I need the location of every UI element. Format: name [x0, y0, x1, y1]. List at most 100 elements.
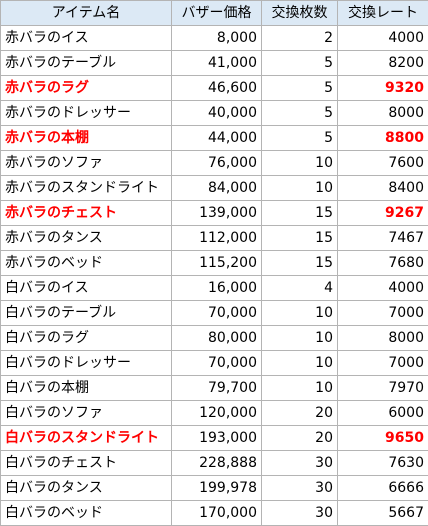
item-name-cell: 白バラのイス	[0, 275, 172, 301]
item-name-cell: 白バラのドレッサー	[0, 350, 172, 376]
item-name-cell: 白バラのタンス	[0, 475, 172, 501]
table-row: 白バラのタンス 199,978 30 6666	[0, 475, 428, 501]
rate-cell: 9267	[337, 200, 428, 226]
count-cell: 5	[261, 50, 338, 76]
count-cell: 4	[261, 275, 338, 301]
price-cell: 80,000	[171, 325, 262, 351]
count-cell: 5	[261, 125, 338, 151]
item-name-cell: 白バラのスタンドライト	[0, 425, 172, 451]
item-name-cell: 赤バラのタンス	[0, 225, 172, 251]
table-row: 赤バラのイス 8,000 2 4000	[0, 25, 428, 51]
header-item-name: アイテム名	[0, 0, 172, 26]
count-cell: 2	[261, 25, 338, 51]
table-header: アイテム名 バザー価格 交換枚数 交換レート	[0, 0, 428, 26]
price-cell: 139,000	[171, 200, 262, 226]
rate-cell: 6000	[337, 400, 428, 426]
count-cell: 30	[261, 475, 338, 501]
price-cell: 228,888	[171, 450, 262, 476]
price-cell: 8,000	[171, 25, 262, 51]
price-cell: 46,600	[171, 75, 262, 101]
count-cell: 5	[261, 100, 338, 126]
price-cell: 120,000	[171, 400, 262, 426]
item-name-cell: 白バラのテーブル	[0, 300, 172, 326]
price-cell: 193,000	[171, 425, 262, 451]
price-cell: 41,000	[171, 50, 262, 76]
price-cell: 112,000	[171, 225, 262, 251]
count-cell: 10	[261, 325, 338, 351]
rate-cell: 7630	[337, 450, 428, 476]
table-row: 白バラのソファ 120,000 20 6000	[0, 400, 428, 426]
item-name-cell: 赤バラのベッド	[0, 250, 172, 276]
table-row: 白バラのチェスト 228,888 30 7630	[0, 450, 428, 476]
item-name-cell: 赤バラのスタンドライト	[0, 175, 172, 201]
count-cell: 30	[261, 450, 338, 476]
rate-cell: 8800	[337, 125, 428, 151]
table-row: 白バラのラグ 80,000 10 8000	[0, 325, 428, 351]
table-row: 赤バラのチェスト 139,000 15 9267	[0, 200, 428, 226]
count-cell: 15	[261, 250, 338, 276]
item-name-cell: 白バラのラグ	[0, 325, 172, 351]
table-row: 赤バラの本棚 44,000 5 8800	[0, 125, 428, 151]
price-cell: 70,000	[171, 350, 262, 376]
table-body: 赤バラのイス 8,000 2 4000 赤バラのテーブル 41,000 5 8200 赤バラのラ…	[0, 25, 428, 526]
table-row: 赤バラのソファ 76,000 10 7600	[0, 150, 428, 176]
table-row: 赤バラのベッド 115,200 15 7680	[0, 250, 428, 276]
rate-cell: 8200	[337, 50, 428, 76]
table-row: 白バラのテーブル 70,000 10 7000	[0, 300, 428, 326]
rate-cell: 8400	[337, 175, 428, 201]
item-name-cell: 赤バラの本棚	[0, 125, 172, 151]
count-cell: 15	[261, 200, 338, 226]
count-cell: 20	[261, 400, 338, 426]
table-row: 赤バラのドレッサー 40,000 5 8000	[0, 100, 428, 126]
rate-cell: 9320	[337, 75, 428, 101]
item-name-cell: 赤バラのドレッサー	[0, 100, 172, 126]
rate-cell: 7000	[337, 300, 428, 326]
item-name-cell: 白バラのベッド	[0, 500, 172, 526]
table-row: 赤バラのスタンドライト 84,000 10 8400	[0, 175, 428, 201]
price-cell: 199,978	[171, 475, 262, 501]
rate-cell: 7467	[337, 225, 428, 251]
item-name-cell: 赤バラのソファ	[0, 150, 172, 176]
rate-cell: 7600	[337, 150, 428, 176]
rate-cell: 8000	[337, 100, 428, 126]
count-cell: 10	[261, 375, 338, 401]
table-row: 白バラのイス 16,000 4 4000	[0, 275, 428, 301]
header-exchange-rate: 交換レート	[337, 0, 428, 26]
item-name-cell: 赤バラのラグ	[0, 75, 172, 101]
item-name-cell: 白バラのソファ	[0, 400, 172, 426]
table-row: 赤バラのテーブル 41,000 5 8200	[0, 50, 428, 76]
price-cell: 115,200	[171, 250, 262, 276]
count-cell: 10	[261, 150, 338, 176]
header-exchange-count: 交換枚数	[261, 0, 338, 26]
price-cell: 170,000	[171, 500, 262, 526]
rate-cell: 4000	[337, 25, 428, 51]
count-cell: 5	[261, 75, 338, 101]
rate-cell: 7680	[337, 250, 428, 276]
count-cell: 10	[261, 175, 338, 201]
item-name-cell: 白バラの本棚	[0, 375, 172, 401]
rate-cell: 7970	[337, 375, 428, 401]
item-name-cell: 白バラのチェスト	[0, 450, 172, 476]
price-cell: 70,000	[171, 300, 262, 326]
item-name-cell: 赤バラのイス	[0, 25, 172, 51]
rate-cell: 5667	[337, 500, 428, 526]
count-cell: 10	[261, 350, 338, 376]
count-cell: 15	[261, 225, 338, 251]
item-name-cell: 赤バラのチェスト	[0, 200, 172, 226]
table-row: 赤バラのラグ 46,600 5 9320	[0, 75, 428, 101]
table-row: 赤バラのタンス 112,000 15 7467	[0, 225, 428, 251]
price-cell: 79,700	[171, 375, 262, 401]
table-row: 白バラのベッド 170,000 30 5667	[0, 500, 428, 526]
table-row: 白バラのドレッサー 70,000 10 7000	[0, 350, 428, 376]
table-row: 白バラの本棚 79,700 10 7970	[0, 375, 428, 401]
count-cell: 20	[261, 425, 338, 451]
rate-cell: 9650	[337, 425, 428, 451]
price-cell: 40,000	[171, 100, 262, 126]
table-row: 白バラのスタンドライト 193,000 20 9650	[0, 425, 428, 451]
rate-cell: 4000	[337, 275, 428, 301]
price-cell: 44,000	[171, 125, 262, 151]
rate-cell: 7000	[337, 350, 428, 376]
item-name-cell: 赤バラのテーブル	[0, 50, 172, 76]
header-bazaar-price: バザー価格	[171, 0, 262, 26]
